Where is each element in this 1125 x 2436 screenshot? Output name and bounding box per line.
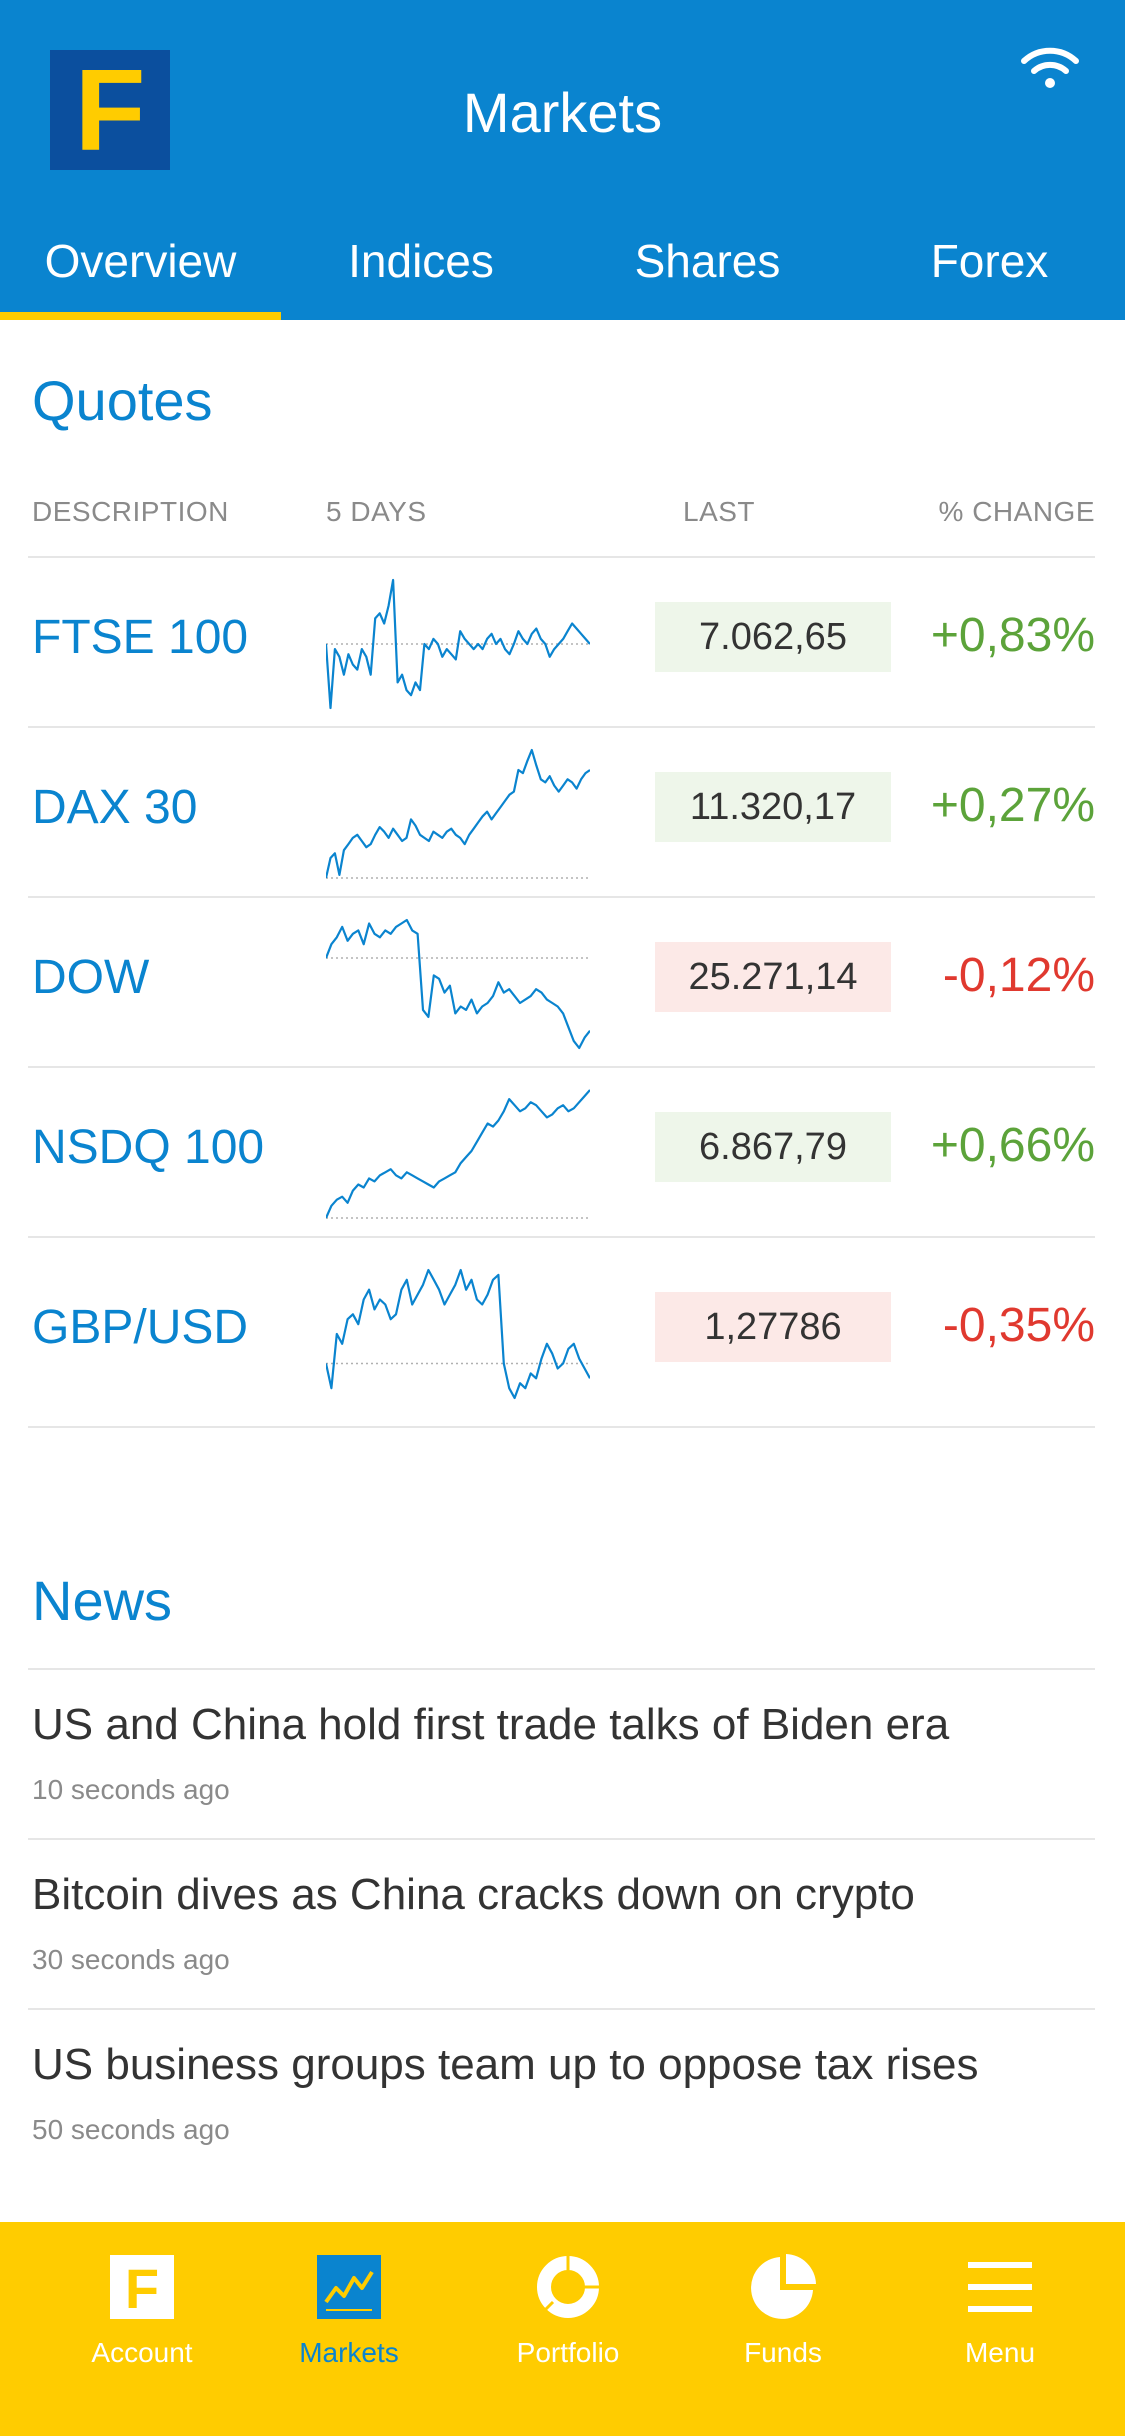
logo-letter: F — [74, 45, 146, 175]
sparkline-chart — [326, 748, 590, 879]
sparkline-chart — [326, 1268, 590, 1400]
last-price: 1,27786 — [655, 1292, 891, 1362]
news-headline: US business groups team up to oppose tax… — [32, 2040, 979, 2089]
sparkline-chart — [326, 918, 590, 1050]
tab-label: Indices — [348, 235, 494, 287]
sparkline-line — [326, 748, 590, 879]
sparkline-line — [326, 918, 590, 1050]
news-timestamp: 50 seconds ago — [32, 2114, 230, 2145]
tab-label: Forex — [930, 235, 1049, 287]
quote-row-ftse-100[interactable]: FTSE 100 7.062,65 +0,83% — [28, 556, 1095, 726]
quote-name: DAX 30 — [32, 781, 198, 834]
news-timestamp: 10 seconds ago — [32, 1774, 230, 1805]
percent-change: +0,27% — [930, 779, 1095, 832]
nav-label: Menu — [964, 2337, 1036, 2368]
page-title: Markets — [462, 81, 663, 144]
news-headline: Bitcoin dives as China cracks down on cr… — [32, 1870, 915, 1919]
nav-label: Markets — [299, 2337, 399, 2368]
tab-label: Overview — [44, 235, 237, 287]
percent-change: -0,12% — [942, 949, 1095, 1002]
column-header-change: % CHANGE — [938, 496, 1095, 527]
nav-account[interactable]: F Account — [42, 2252, 242, 2369]
column-header-description: DESCRIPTION — [32, 496, 229, 527]
sparkline-chart — [326, 578, 590, 710]
svg-text:F: F — [125, 2257, 159, 2320]
quote-name: NSDQ 100 — [32, 1121, 265, 1174]
quotes-section-title: Quotes — [32, 369, 213, 432]
bottom-navigation: F Account Markets Portfolio Funds — [0, 2222, 1125, 2436]
tab-overview[interactable]: Overview — [0, 220, 281, 320]
percent-change: +0,66% — [930, 1119, 1095, 1172]
percent-change: -0,35% — [942, 1299, 1095, 1352]
nav-label: Account — [91, 2337, 193, 2368]
last-price: 25.271,14 — [655, 942, 891, 1012]
quote-row-dax-30[interactable]: DAX 30 11.320,17 +0,27% — [28, 726, 1095, 896]
sparkline-line — [326, 1268, 590, 1400]
news-section-title: News — [32, 1569, 173, 1632]
last-price: 7.062,65 — [655, 602, 891, 672]
tab-indices[interactable]: Indices — [281, 220, 561, 320]
quote-name: DOW — [32, 951, 150, 1004]
tab-label: Shares — [634, 235, 781, 287]
sparkline-line — [326, 1089, 590, 1219]
news-item[interactable]: US and China hold first trade talks of B… — [28, 1668, 1095, 1838]
quotes-divider — [28, 1426, 1095, 1428]
wifi-icon — [1021, 47, 1079, 88]
news-item[interactable]: Bitcoin dives as China cracks down on cr… — [28, 1838, 1095, 2008]
column-header-5-days: 5 DAYS — [326, 496, 427, 527]
nav-menu[interactable]: Menu — [900, 2252, 1100, 2369]
donut-icon — [537, 2254, 601, 2318]
last-price: 11.320,17 — [655, 772, 891, 842]
column-header-last: LAST — [683, 496, 756, 527]
pie-chart-icon — [751, 2254, 816, 2319]
quote-row-nsdq-100[interactable]: NSDQ 100 6.867,79 +0,66% — [28, 1066, 1095, 1236]
tab-shares[interactable]: Shares — [561, 220, 854, 320]
percent-change: +0,83% — [930, 609, 1095, 662]
market-tabs: Overview Indices Shares Forex — [0, 220, 1125, 320]
sparkline-chart — [326, 1089, 590, 1219]
last-price: 6.867,79 — [655, 1112, 891, 1182]
quote-row-gbp-usd[interactable]: GBP/USD 1,27786 -0,35% — [28, 1236, 1095, 1426]
tab-forex[interactable]: Forex — [854, 220, 1125, 320]
quote-name: FTSE 100 — [32, 611, 249, 664]
news-headline: US and China hold first trade talks of B… — [32, 1700, 950, 1749]
quote-row-dow[interactable]: DOW 25.271,14 -0,12% — [28, 896, 1095, 1066]
nav-portfolio[interactable]: Portfolio — [468, 2252, 668, 2369]
quote-name: GBP/USD — [32, 1301, 249, 1354]
nav-funds[interactable]: Funds — [683, 2252, 883, 2369]
account-logo-icon: F — [110, 2255, 174, 2320]
nav-markets[interactable]: Markets — [249, 2252, 449, 2369]
app-logo[interactable]: F — [50, 50, 170, 170]
nav-label: Portfolio — [516, 2337, 620, 2368]
news-item[interactable]: US business groups team up to oppose tax… — [28, 2008, 1095, 2178]
sparkline-line — [326, 578, 590, 710]
markets-chart-icon — [317, 2255, 381, 2319]
app-header: F Markets Overview Indices Shares Forex — [0, 0, 1125, 320]
news-timestamp: 30 seconds ago — [32, 1944, 230, 1975]
hamburger-icon — [968, 2262, 1032, 2312]
nav-label: Funds — [744, 2337, 822, 2368]
